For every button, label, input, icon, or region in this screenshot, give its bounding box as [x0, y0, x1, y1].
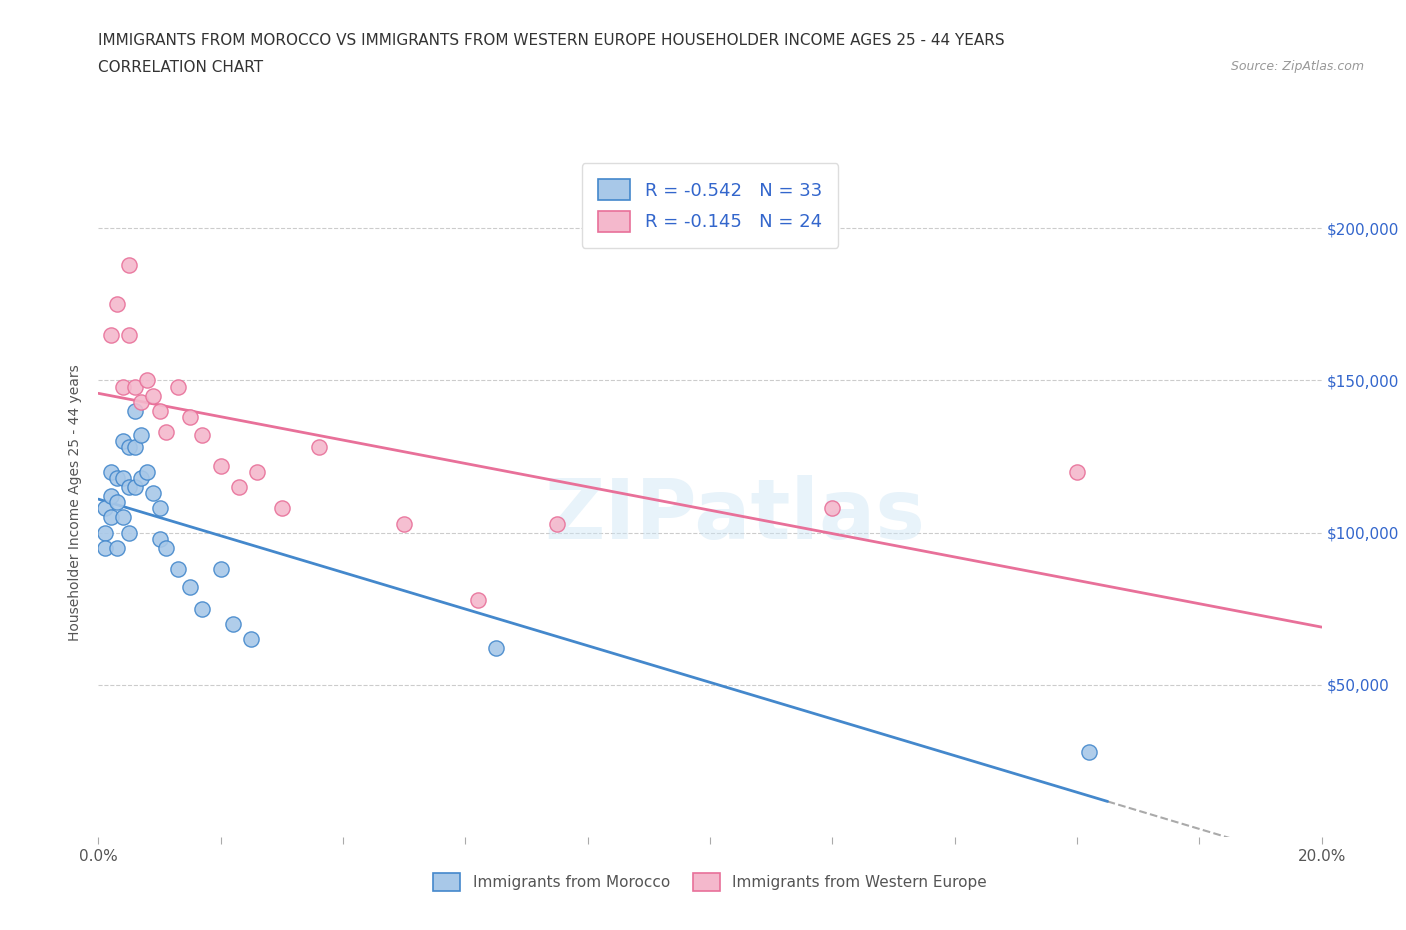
Point	[100, 327, 122, 342]
Point	[111, 471, 134, 485]
Point	[124, 440, 146, 455]
Point	[118, 327, 141, 342]
Point	[93, 540, 115, 555]
Point	[136, 464, 159, 479]
Point	[118, 525, 141, 540]
Point	[93, 525, 115, 540]
Point	[149, 501, 172, 516]
Point	[129, 471, 152, 485]
Point	[124, 404, 146, 418]
Legend: Immigrants from Morocco, Immigrants from Western Europe: Immigrants from Morocco, Immigrants from…	[420, 861, 1000, 903]
Point	[142, 485, 165, 500]
Point	[228, 480, 250, 495]
Point	[100, 464, 122, 479]
Text: ZIPatlas: ZIPatlas	[544, 475, 925, 556]
Point	[821, 501, 844, 516]
Point	[209, 458, 232, 473]
Point	[118, 440, 141, 455]
Text: Source: ZipAtlas.com: Source: ZipAtlas.com	[1230, 60, 1364, 73]
Point	[270, 501, 292, 516]
Point	[1078, 744, 1101, 759]
Point	[222, 617, 245, 631]
Point	[149, 404, 172, 418]
Point	[467, 592, 489, 607]
Point	[111, 379, 134, 394]
Text: CORRELATION CHART: CORRELATION CHART	[98, 60, 263, 75]
Text: IMMIGRANTS FROM MOROCCO VS IMMIGRANTS FROM WESTERN EUROPE HOUSEHOLDER INCOME AGE: IMMIGRANTS FROM MOROCCO VS IMMIGRANTS FR…	[98, 33, 1005, 47]
Point	[105, 471, 128, 485]
Point	[209, 562, 232, 577]
Point	[100, 488, 122, 503]
Point	[179, 580, 201, 595]
Point	[124, 480, 146, 495]
Point	[105, 297, 128, 312]
Point	[124, 379, 146, 394]
Point	[129, 428, 152, 443]
Point	[308, 440, 330, 455]
Point	[167, 562, 190, 577]
Point	[191, 602, 214, 617]
Point	[392, 516, 416, 531]
Point	[155, 540, 177, 555]
Point	[136, 373, 159, 388]
Point	[105, 495, 128, 510]
Point	[167, 379, 190, 394]
Point	[100, 510, 122, 525]
Point	[546, 516, 568, 531]
Point	[118, 258, 141, 272]
Point	[105, 540, 128, 555]
Point	[246, 464, 269, 479]
Y-axis label: Householder Income Ages 25 - 44 years: Householder Income Ages 25 - 44 years	[69, 364, 83, 641]
Point	[142, 388, 165, 403]
Point	[485, 641, 508, 656]
Point	[111, 510, 134, 525]
Point	[149, 531, 172, 546]
Point	[179, 409, 201, 424]
Point	[240, 631, 263, 646]
Point	[118, 480, 141, 495]
Point	[93, 501, 115, 516]
Point	[155, 425, 177, 440]
Point	[111, 434, 134, 449]
Point	[129, 394, 152, 409]
Point	[1066, 464, 1088, 479]
Point	[191, 428, 214, 443]
